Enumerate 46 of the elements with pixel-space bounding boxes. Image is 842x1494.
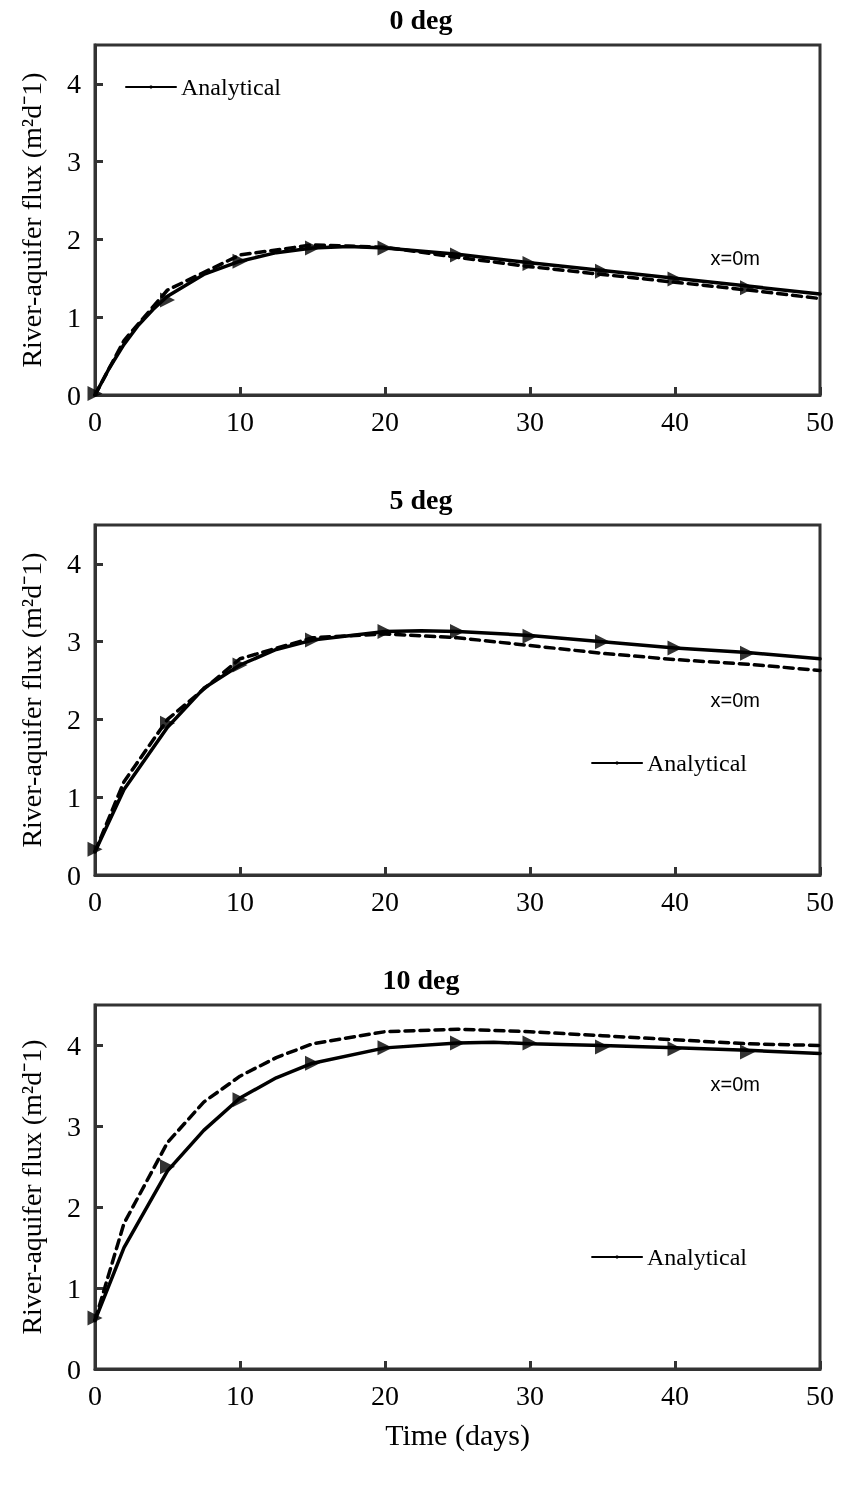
x-tick-label: 20 [371,1379,399,1411]
y-tick-label: 3 [67,626,81,658]
x-tick-label: 30 [516,1379,544,1411]
x-tick-label: 10 [226,405,254,437]
y-axis-title: River-aquifer flux (m²d⁻1) [15,1039,47,1335]
y-axis-title: River-aquifer flux (m²d⁻1) [15,72,47,368]
x-tick-label: 40 [661,1379,689,1411]
y-axis-title: River-aquifer flux (m²d⁻1) [15,552,47,848]
y-tick-label: 3 [67,146,81,178]
x-tick-label: 10 [226,1379,254,1411]
x-tick-label: 0 [88,1379,102,1411]
x-tick-label: 50 [806,405,834,437]
legend-label: Analytical [647,1244,748,1270]
y-tick-label: 1 [67,1272,81,1304]
chart-title: 5 deg [389,483,453,515]
y-tick-label: 2 [67,703,81,735]
x-tick-label: 10 [226,885,254,917]
x-tick-label: 20 [371,885,399,917]
y-tick-label: 2 [67,223,81,255]
x-tick-label: 40 [661,885,689,917]
chart-title: 0 deg [389,3,453,35]
x-tick-label: 50 [806,1379,834,1411]
y-tick-label: 4 [67,1029,81,1061]
y-tick-label: 1 [67,781,81,813]
x-axis-title: Time (days) [385,1417,530,1452]
y-tick-label: 3 [67,1110,81,1142]
x-tick-label: 40 [661,405,689,437]
y-tick-label: 1 [67,301,81,333]
legend-label: Analytical [647,750,748,776]
y-tick-label: 4 [67,548,81,580]
x-tick-label: 30 [516,405,544,437]
x-tick-label: 0 [88,885,102,917]
x-tick-label: 30 [516,885,544,917]
chart-title: 10 deg [382,963,460,995]
x-tick-label: 20 [371,405,399,437]
y-tick-label: 2 [67,1191,81,1223]
annotation: x=0m [710,688,761,711]
x-tick-label: 0 [88,405,102,437]
y-tick-label: 0 [67,859,81,891]
y-tick-label: 0 [67,1353,81,1385]
legend-label: Analytical [181,74,282,100]
y-tick-label: 0 [67,379,81,411]
annotation: x=0m [710,247,761,269]
y-tick-label: 4 [67,68,81,100]
annotation: x=0m [710,1073,761,1096]
x-tick-label: 50 [806,885,834,917]
